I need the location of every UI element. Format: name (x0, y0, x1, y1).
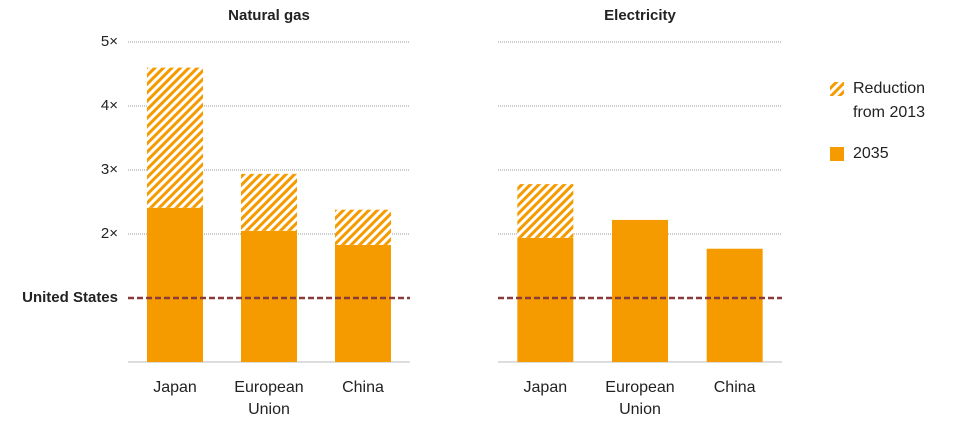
reference-label: United States (22, 289, 118, 306)
bar-segment (335, 244, 391, 362)
panel-title: Electricity (604, 7, 676, 24)
bar-segment (335, 209, 391, 245)
bar-segment (517, 184, 574, 238)
legend-swatch (830, 147, 844, 161)
bar-segment (517, 237, 574, 362)
legend-label: Reduction from 2013 (853, 80, 926, 121)
x-tick-label: Japan (153, 379, 197, 396)
bar-segment (147, 67, 203, 208)
x-tick-label: Japan (523, 379, 568, 396)
bar-segment (706, 248, 763, 362)
bar-segment (147, 207, 203, 362)
y-tick-label: 2× (101, 225, 118, 242)
bar-segment (612, 219, 668, 362)
x-tick-label: European Union (605, 379, 675, 418)
y-tick-label: 4× (101, 97, 118, 114)
legend-swatch (830, 82, 844, 96)
x-tick-label: China (713, 379, 756, 396)
bar-segment (241, 173, 297, 231)
x-tick-label: European Union (234, 379, 304, 418)
legend-label: 2035 (853, 145, 889, 162)
y-tick-label: 3× (101, 161, 118, 178)
bar-segment (241, 230, 297, 362)
y-tick-label: 5× (101, 33, 118, 50)
panel-title: Natural gas (228, 7, 310, 24)
x-tick-label: China (342, 379, 384, 396)
